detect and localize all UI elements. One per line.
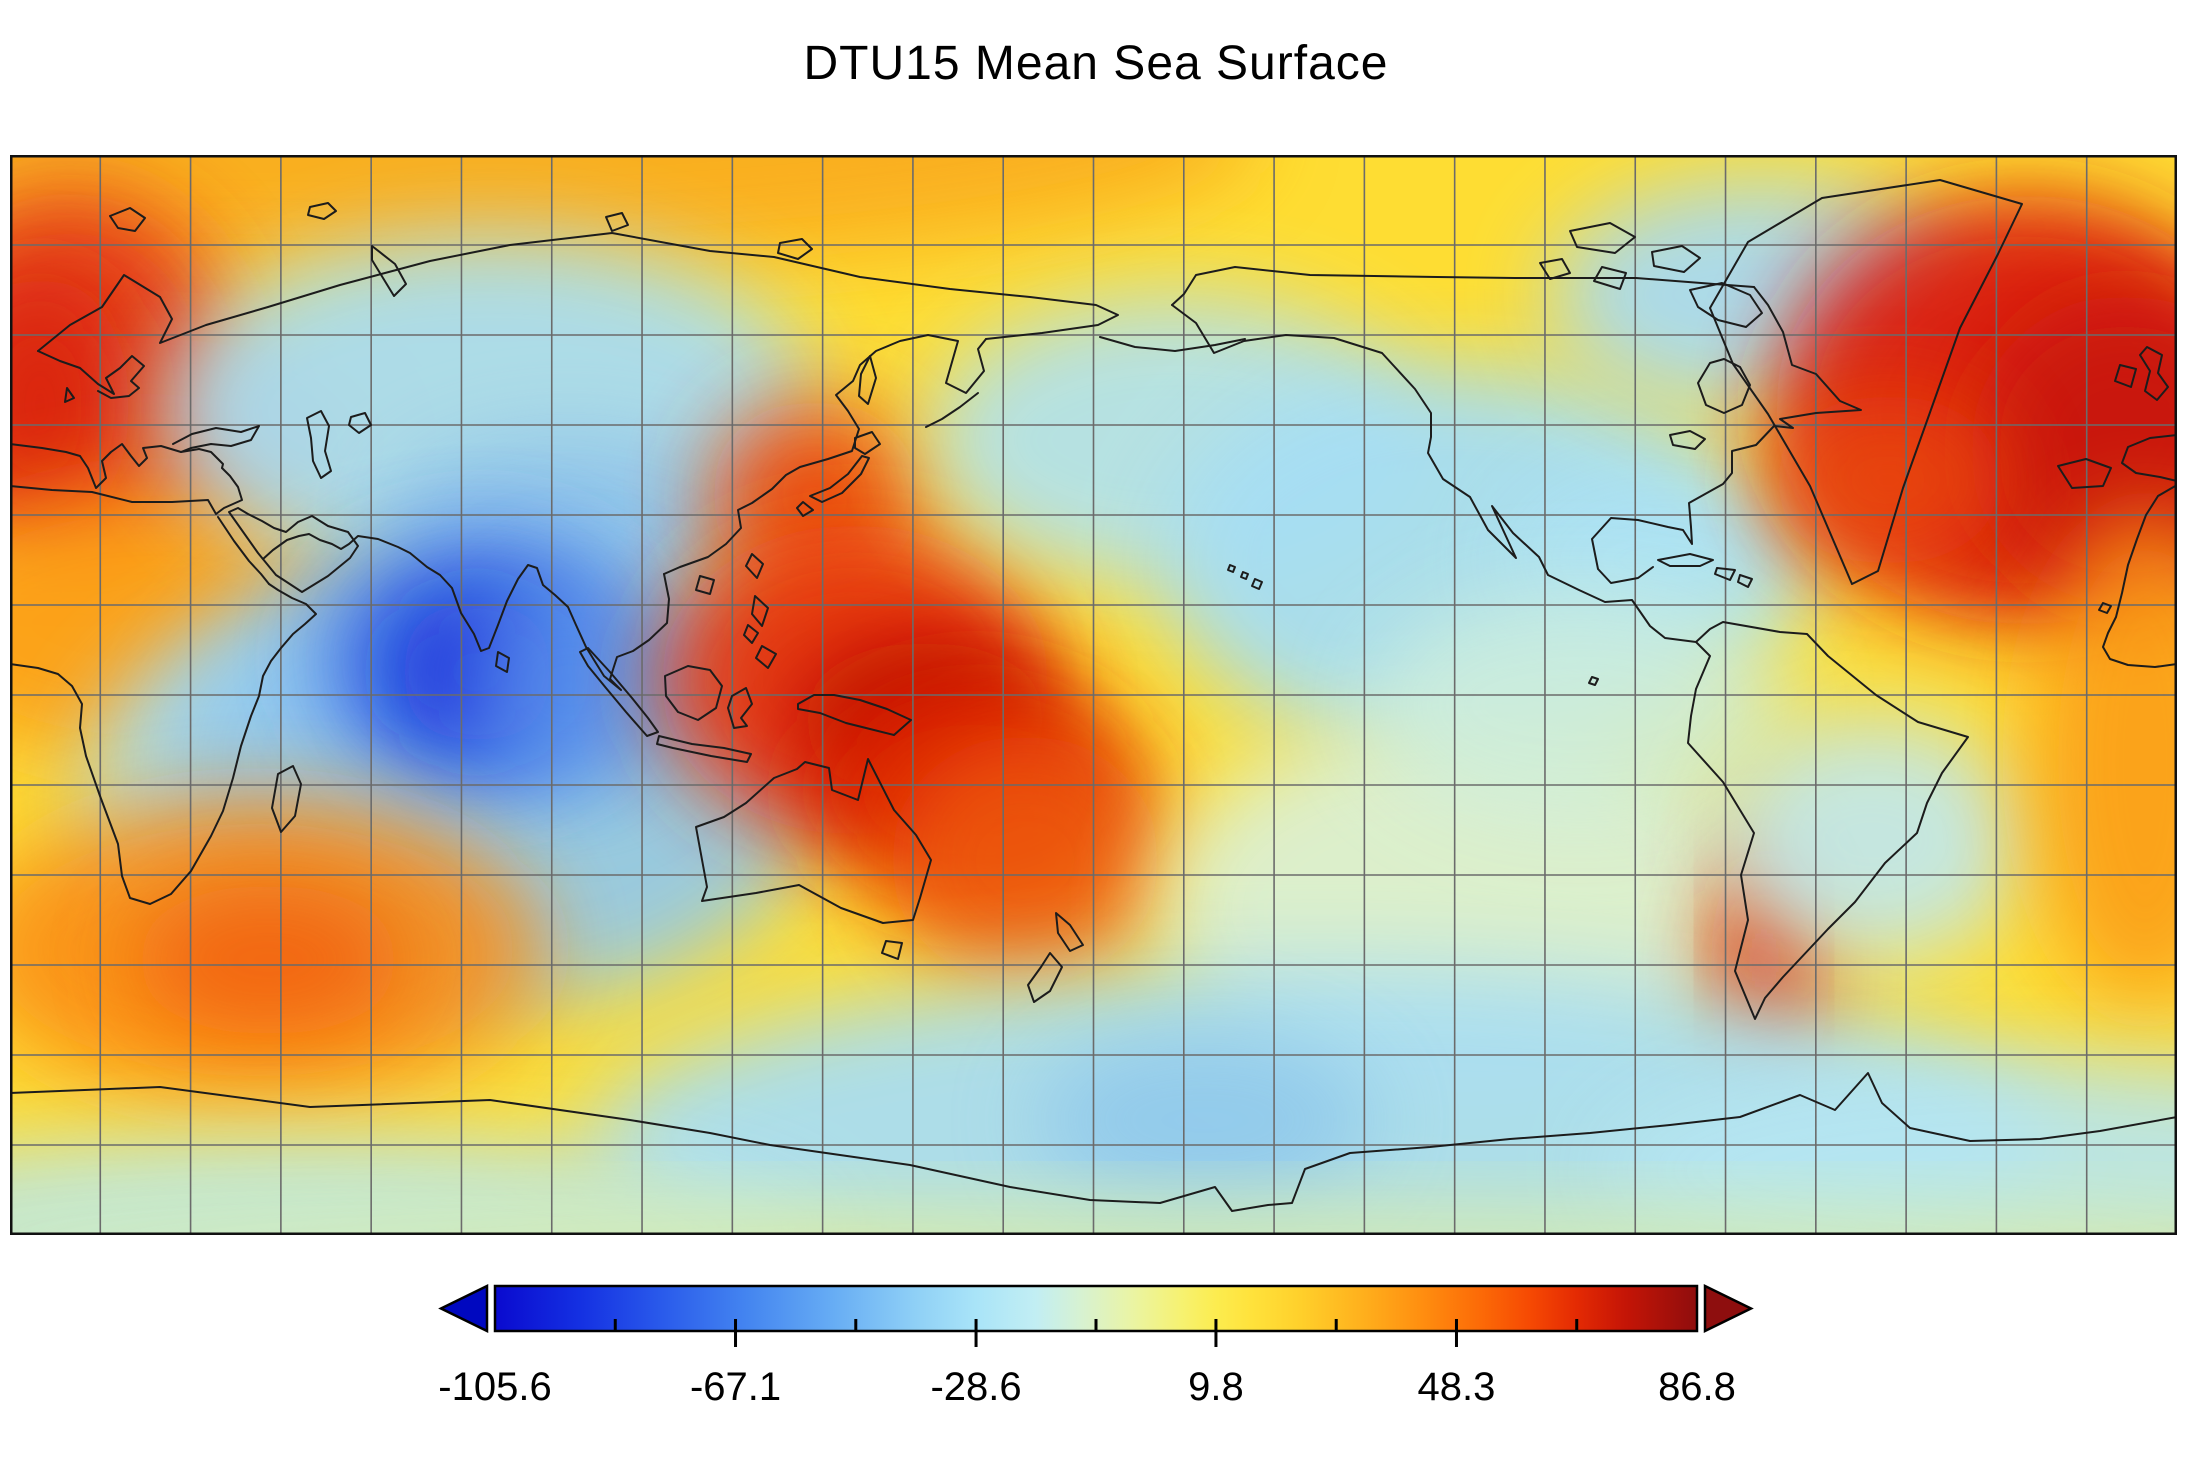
heat-feature-east-australia-high <box>890 735 1160 985</box>
heat-feature-equatorial-east-pacific-pale <box>1370 590 1790 820</box>
colorbar-tick-labels: -105.6 -67.1 -28.6 9.8 48.3 86.8 <box>438 1365 1736 1409</box>
heat-feature-brazil-low <box>1717 715 2027 965</box>
heat-feature-equatorial-atlantic-orange <box>2030 510 2177 1010</box>
colorbar-tick-label: 9.8 <box>1188 1365 1244 1409</box>
map-figure <box>10 155 2177 1235</box>
heat-feature-gulf-stream-high <box>1773 395 2003 565</box>
colorbar-tick-label: -67.1 <box>690 1365 781 1409</box>
colorbar-overflow-arrow-icon <box>1703 1283 1754 1334</box>
coastlines <box>10 179 2177 1212</box>
colorbar-tick-label: -105.6 <box>438 1365 551 1409</box>
grid-lines <box>10 155 2177 1235</box>
colorbar-tick-label: 86.8 <box>1658 1365 1736 1409</box>
heat-feature-ross-sea-low <box>1035 1035 1375 1205</box>
heat-feature-bengal-low <box>450 575 690 795</box>
colorbar-underflow-arrow-icon <box>438 1283 489 1334</box>
colorbar: -105.6 -67.1 -28.6 9.8 48.3 86.8 <box>438 1283 1754 1409</box>
colorbar-tick-label: -28.6 <box>930 1365 1021 1409</box>
figure-title: DTU15 Mean Sea Surface <box>803 37 1389 90</box>
colorbar-tick-label: 48.3 <box>1418 1365 1496 1409</box>
heat-feature-agulhas-high-core <box>133 885 403 1035</box>
colorbar-ticks <box>613 1319 1579 1347</box>
